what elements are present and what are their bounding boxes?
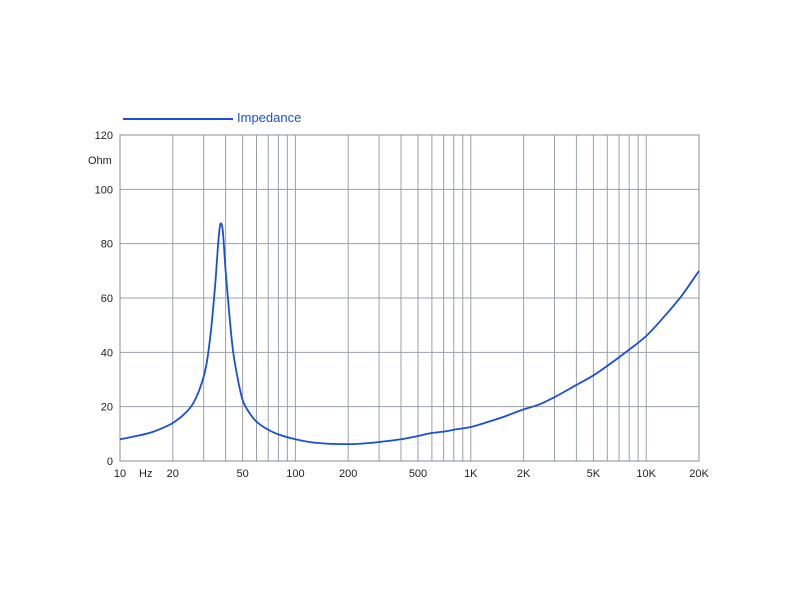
- legend-label: Impedance: [237, 110, 302, 125]
- x-tick-label: 200: [339, 468, 357, 480]
- y-tick-label: 40: [101, 347, 113, 359]
- series-layer: [119, 222, 700, 446]
- y-tick-label: 80: [101, 239, 113, 251]
- plot-frame: [119, 134, 700, 462]
- x-tick-label: 5K: [587, 468, 601, 480]
- x-tick-label: 1K: [464, 468, 478, 480]
- grid-lines: [120, 135, 699, 461]
- x-tick-label: 10K: [636, 468, 656, 480]
- y-tick-label: 100: [95, 184, 113, 196]
- y-tick-label: 20: [101, 402, 113, 414]
- x-tick-label: 20: [167, 468, 179, 480]
- y-axis-unit-label: Ohm: [88, 155, 112, 167]
- x-tick-label: 10: [114, 468, 126, 480]
- y-tick-labels: 0 20 40 60 80 100 120: [95, 130, 113, 468]
- y-tick-label: 60: [101, 293, 113, 305]
- x-tick-label: 100: [286, 468, 304, 480]
- y-tick-label: 120: [95, 130, 113, 142]
- x-tick-labels: 10 20 50 100 200 500 1K 2K 5K 10K 20K: [114, 468, 710, 480]
- x-tick-label: 20K: [689, 468, 709, 480]
- x-tick-label: 50: [236, 468, 248, 480]
- x-axis-unit-label: Hz: [139, 468, 153, 480]
- x-tick-label: 500: [409, 468, 427, 480]
- x-tick-label: 2K: [517, 468, 531, 480]
- y-tick-label: 0: [107, 456, 113, 468]
- impedance-series-line: [119, 222, 700, 446]
- legend-line-swatch: [123, 118, 233, 120]
